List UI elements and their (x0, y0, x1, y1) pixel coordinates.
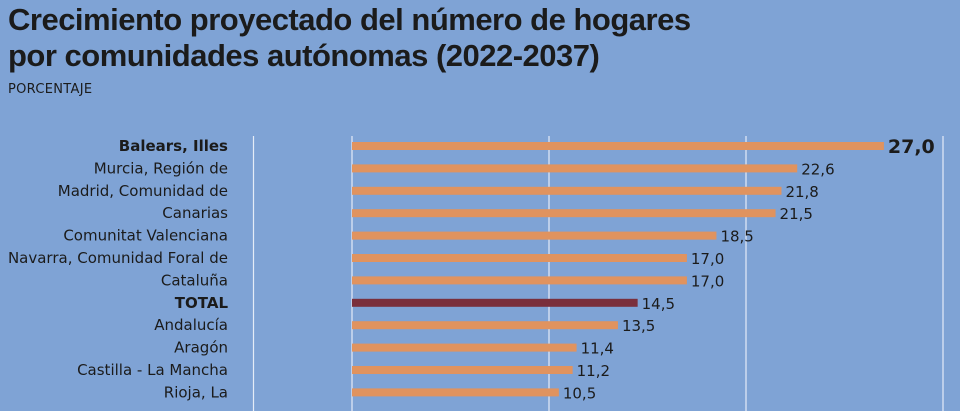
bar (352, 142, 884, 150)
category-label: Madrid, Comunidad de (58, 182, 228, 200)
value-label: 22,6 (801, 160, 834, 178)
bar (352, 343, 577, 352)
value-label: 14,5 (642, 295, 675, 313)
bar (352, 388, 559, 397)
value-label: 21,5 (780, 205, 813, 223)
bar (352, 298, 638, 307)
category-label: Aragón (174, 339, 228, 357)
chart-title-line-1: Crecimiento proyectado del número de hog… (8, 2, 691, 37)
value-label: 17,0 (691, 272, 724, 290)
category-label: TOTAL (175, 294, 229, 312)
category-label: Canarias (162, 204, 228, 222)
bar (352, 276, 687, 285)
value-label: 11,4 (581, 340, 614, 358)
bar (352, 186, 782, 195)
category-label: Andalucía (154, 316, 228, 334)
chart-title: Crecimiento proyectado del número de hog… (8, 2, 691, 74)
bar (352, 321, 618, 330)
category-label: Murcia, Región de (94, 159, 228, 177)
value-label: 10,5 (563, 384, 596, 402)
chart-subtitle: PORCENTAJE (8, 82, 93, 97)
value-label: 17,0 (691, 250, 724, 268)
category-label: Navarra, Comunidad Foral de (8, 249, 228, 267)
bar (352, 254, 687, 262)
category-label: Rioja, La (164, 383, 228, 401)
bar (352, 231, 717, 240)
category-label: Balears, Illes (119, 137, 228, 155)
chart-title-line-2: por comunidades autónomas (2022-2037) (8, 38, 600, 73)
bar (352, 209, 776, 218)
value-label: 11,2 (577, 362, 610, 380)
category-label: Cataluña (161, 271, 228, 289)
value-label: 13,5 (622, 317, 655, 335)
value-label: 27,0 (888, 136, 935, 158)
bar (352, 366, 573, 374)
category-label: Comunitat Valenciana (63, 227, 228, 245)
value-label: 18,5 (720, 228, 753, 246)
bar (352, 164, 798, 173)
category-label: Castilla - La Mancha (77, 361, 228, 379)
value-label: 21,8 (785, 183, 818, 201)
